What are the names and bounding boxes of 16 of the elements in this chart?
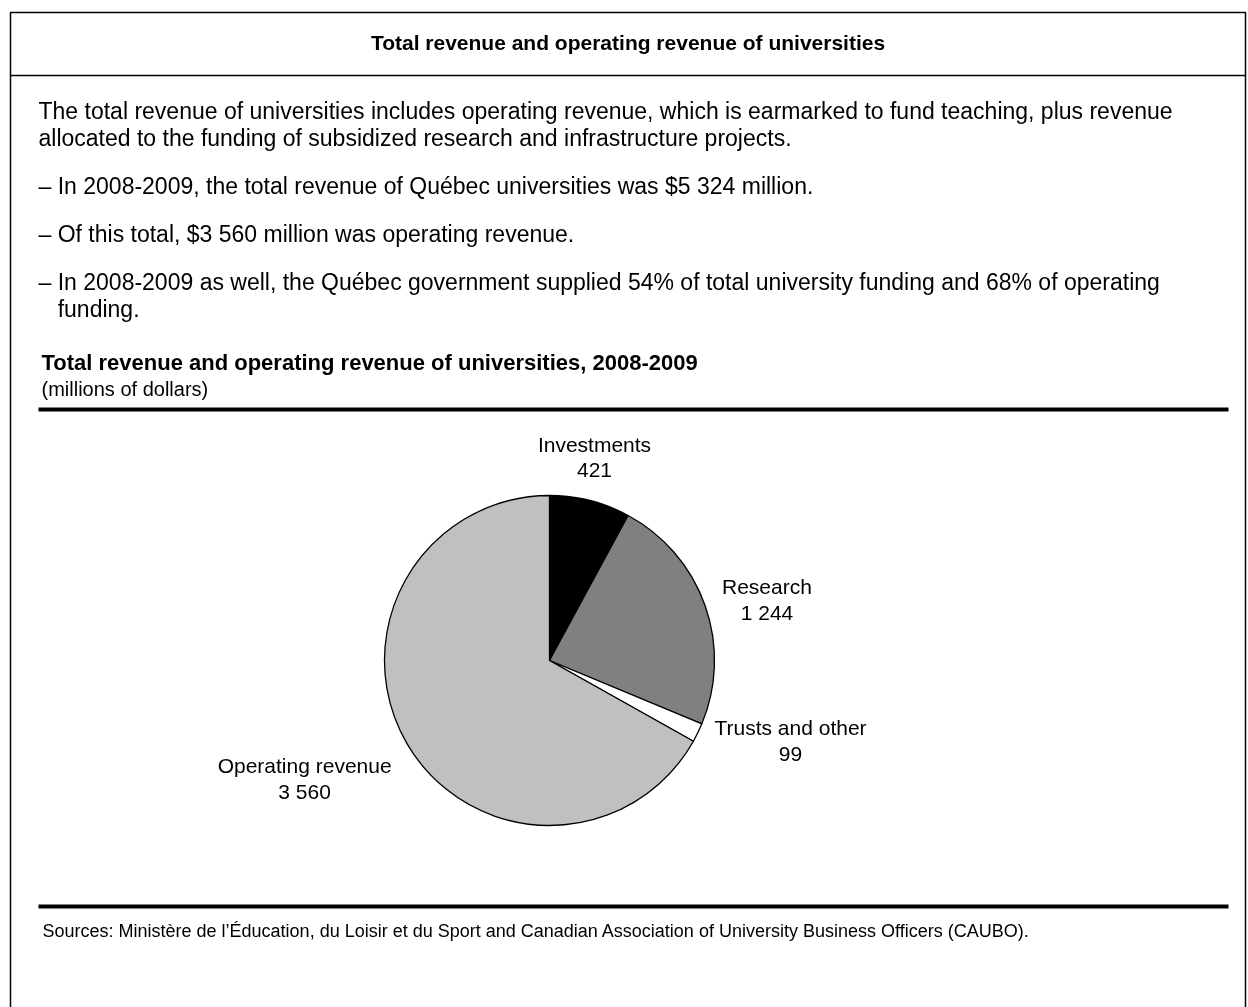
data-label: 421	[576, 458, 613, 482]
data-label: 3 560	[278, 780, 331, 804]
slice-label: Investments	[537, 432, 652, 456]
chart-title: Total revenue and operating revenue of universities, 2008-2009	[41, 350, 698, 375]
slice-label: Operating revenue	[217, 754, 392, 778]
data-label: 99	[778, 741, 803, 765]
text: – In 2008-2009, the total revenue of Québec universities was $5 324 million.	[38, 172, 814, 199]
slice-label: Trusts and other	[714, 716, 867, 740]
data-label: 1 244	[740, 600, 794, 624]
text: – In 2008-2009 as well, the Québec government supplied 54% of total university funding and 68% of operating funding.	[38, 268, 1160, 322]
text: – Of this total, $3 560 million was operating revenue.	[38, 220, 575, 247]
chart-subtitle: (millions of dollars)	[41, 377, 209, 400]
slice-label: Research	[722, 574, 812, 598]
text: Total revenue and operating revenue of universities	[370, 31, 886, 54]
text: The total revenue of universities includes operating revenue, which is earmarked to fund teaching, plus revenue allocated to the funding of subsidized research and infrastructure projects.	[38, 97, 1173, 151]
source-note: Sources: Ministère de l’Éducation, du Loisir et du Sport and Canadian Association of University Business Officers (CAUBO).	[42, 920, 1029, 941]
